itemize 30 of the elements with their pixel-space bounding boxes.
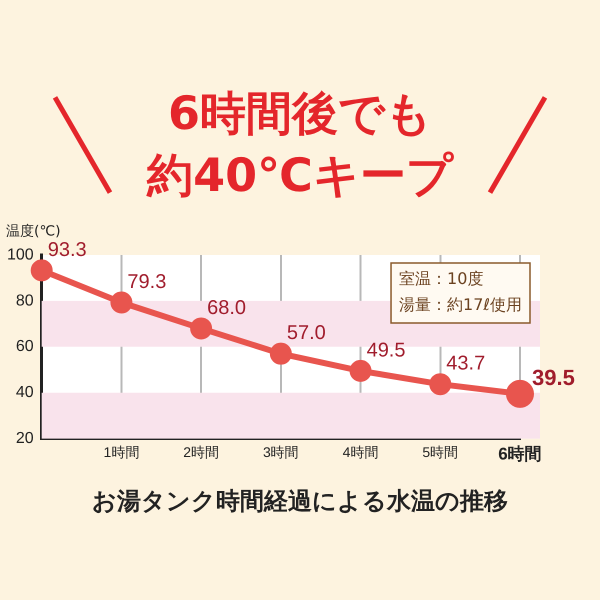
x-tick-label: 1時間: [104, 444, 140, 460]
point: [30, 259, 53, 282]
point: [350, 360, 372, 382]
data-label: 49.5: [366, 339, 406, 362]
annotation: 湯量：約17ℓ使用: [399, 295, 522, 314]
annotation: 室温：10度: [399, 269, 484, 288]
y-tick-label: 40: [16, 384, 34, 402]
y-tick-label: 80: [16, 292, 34, 310]
data-label: 68.0: [207, 296, 246, 319]
data-label: 43.7: [446, 352, 486, 375]
x-axis-title: お湯タンク時間経過による水温の推移: [91, 486, 509, 517]
x-tick-label: 5時間: [422, 444, 458, 460]
point: [270, 342, 292, 365]
x-tick-label: 4時間: [342, 444, 378, 460]
point: [429, 373, 452, 396]
chart-subtitle: 約40℃キープ: [145, 147, 455, 204]
x-tick-label: 2時間: [183, 444, 220, 460]
point: [190, 317, 212, 340]
y-tick-label: 20: [16, 430, 34, 448]
x-tick-label: 6時間: [498, 444, 542, 464]
point: [110, 292, 132, 314]
y-tick-label: 100: [6, 246, 34, 264]
data-label: 39.5: [532, 364, 575, 390]
data-label: 57.0: [286, 322, 326, 344]
chart-title: 6時間後でも: [166, 85, 433, 142]
x-tick-label: 3時間: [262, 444, 299, 460]
data-label: 79.3: [127, 271, 166, 294]
y-axis-title: 温度(℃): [6, 224, 61, 240]
y-tick-label: 60: [16, 338, 34, 356]
data-label: 93.3: [48, 238, 87, 261]
